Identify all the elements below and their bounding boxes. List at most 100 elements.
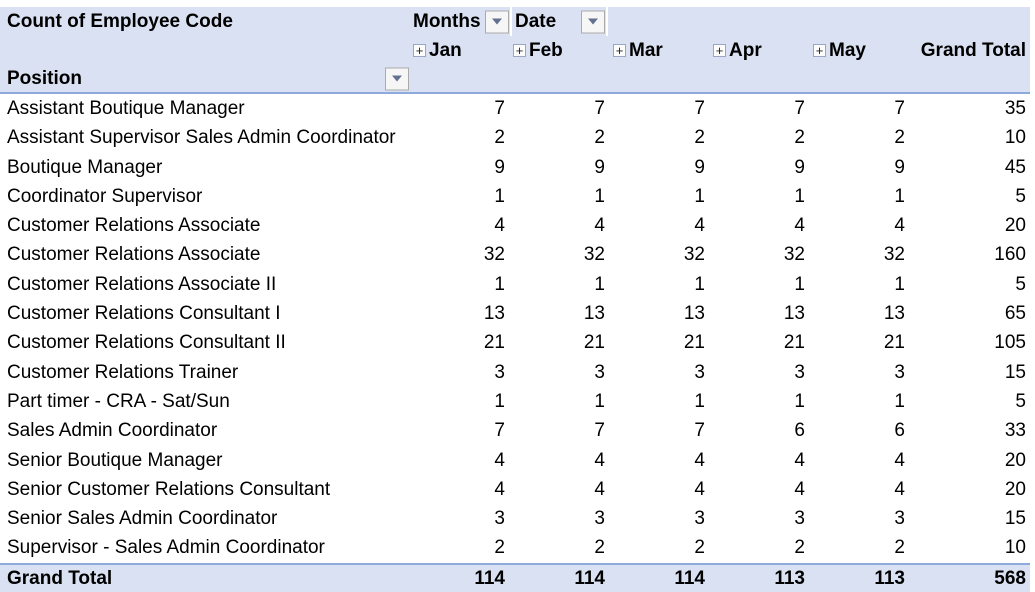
value-cell-jan[interactable]: 1 (494, 390, 505, 412)
value-cell-jan[interactable]: 13 (483, 303, 505, 325)
value-cell-may[interactable]: 4 (894, 478, 905, 500)
value-cell-mar[interactable]: 2 (694, 127, 705, 149)
grand-total-cell-may[interactable]: 113 (874, 567, 905, 589)
value-cell-feb[interactable]: 4 (594, 478, 605, 500)
date-filter-cell[interactable]: Date (512, 7, 606, 36)
value-cell-apr[interactable]: 1 (794, 390, 805, 412)
column-header-mar[interactable]: + Mar (610, 36, 710, 65)
position-cell[interactable]: Customer Relations Associate (7, 215, 261, 237)
value-cell-apr[interactable]: 4 (794, 478, 805, 500)
value-cell-grand-total[interactable]: 5 (1015, 273, 1026, 295)
position-cell[interactable]: Assistant Boutique Manager (7, 98, 245, 119)
expand-icon[interactable]: + (513, 44, 526, 57)
value-cell-feb[interactable]: 2 (594, 537, 605, 559)
value-cell-may[interactable]: 1 (894, 390, 905, 412)
value-cell-feb[interactable]: 3 (594, 361, 605, 383)
value-cell-apr[interactable]: 21 (783, 332, 805, 354)
value-cell-jan[interactable]: 7 (494, 98, 505, 119)
expand-icon[interactable]: + (413, 44, 426, 57)
months-filter-dropdown-icon[interactable] (485, 10, 509, 33)
expand-icon[interactable]: + (713, 44, 726, 57)
value-cell-grand-total[interactable]: 5 (1015, 390, 1026, 412)
value-cell-jan[interactable]: 4 (494, 449, 505, 471)
value-cell-grand-total[interactable]: 10 (1004, 537, 1026, 559)
value-cell-may[interactable]: 13 (883, 303, 905, 325)
value-cell-jan[interactable]: 4 (494, 215, 505, 237)
value-cell-mar[interactable]: 1 (694, 273, 705, 295)
grand-total-cell-mar[interactable]: 114 (674, 567, 705, 589)
value-cell-mar[interactable]: 32 (683, 244, 705, 266)
value-cell-mar[interactable]: 1 (694, 185, 705, 207)
value-cell-grand-total[interactable]: 35 (1004, 98, 1026, 119)
value-cell-grand-total[interactable]: 33 (1004, 420, 1026, 442)
value-cell-apr[interactable]: 3 (794, 361, 805, 383)
value-cell-grand-total[interactable]: 105 (994, 332, 1026, 354)
position-cell[interactable]: Senior Boutique Manager (7, 449, 223, 471)
value-cell-apr[interactable]: 4 (794, 215, 805, 237)
position-cell[interactable]: Part timer - CRA - Sat/Sun (7, 390, 230, 412)
value-cell-feb[interactable]: 7 (594, 98, 605, 119)
value-cell-mar[interactable]: 4 (694, 478, 705, 500)
date-filter-dropdown-icon[interactable] (581, 10, 605, 33)
value-cell-apr[interactable]: 1 (794, 273, 805, 295)
value-cell-jan[interactable]: 32 (483, 244, 505, 266)
value-cell-apr[interactable]: 2 (794, 127, 805, 149)
column-header-jan[interactable]: + Jan (410, 36, 510, 65)
value-cell-apr[interactable]: 13 (783, 303, 805, 325)
value-cell-jan[interactable]: 9 (494, 156, 505, 178)
value-cell-feb[interactable]: 1 (594, 185, 605, 207)
value-cell-feb[interactable]: 32 (583, 244, 605, 266)
value-cell-grand-total[interactable]: 160 (994, 244, 1026, 266)
empty-header-cell[interactable] (0, 36, 410, 65)
value-cell-grand-total[interactable]: 65 (1004, 303, 1026, 325)
grand-total-cell-total[interactable]: 568 (994, 567, 1026, 589)
column-header-may[interactable]: + May (810, 36, 910, 65)
position-cell[interactable]: Assistant Supervisor Sales Admin Coordin… (7, 127, 396, 149)
value-cell-jan[interactable]: 7 (494, 420, 505, 442)
value-cell-mar[interactable]: 7 (694, 98, 705, 119)
value-cell-feb[interactable]: 21 (583, 332, 605, 354)
value-cell-apr[interactable]: 1 (794, 185, 805, 207)
value-cell-mar[interactable]: 4 (694, 215, 705, 237)
grand-total-cell-apr[interactable]: 113 (774, 567, 805, 589)
value-cell-grand-total[interactable]: 45 (1004, 156, 1026, 178)
position-cell[interactable]: Customer Relations Consultant II (7, 332, 286, 354)
position-cell[interactable]: Boutique Manager (7, 156, 163, 178)
value-cell-apr[interactable]: 6 (794, 420, 805, 442)
position-cell[interactable]: Customer Relations Consultant I (7, 303, 281, 325)
value-cell-may[interactable]: 3 (894, 508, 905, 530)
value-cell-may[interactable]: 21 (883, 332, 905, 354)
value-cell-jan[interactable]: 4 (494, 478, 505, 500)
value-cell-feb[interactable]: 13 (583, 303, 605, 325)
value-cell-jan[interactable]: 2 (494, 537, 505, 559)
position-cell[interactable]: Supervisor - Sales Admin Coordinator (7, 537, 325, 559)
value-cell-may[interactable]: 7 (894, 98, 905, 119)
position-cell[interactable]: Senior Customer Relations Consultant (7, 478, 331, 500)
value-cell-apr[interactable]: 2 (794, 537, 805, 559)
value-cell-feb[interactable]: 1 (594, 273, 605, 295)
value-cell-mar[interactable]: 2 (694, 537, 705, 559)
value-cell-may[interactable]: 3 (894, 361, 905, 383)
pivot-title-cell[interactable]: Count of Employee Code (7, 11, 233, 32)
value-cell-jan[interactable]: 21 (483, 332, 505, 354)
value-cell-mar[interactable]: 4 (694, 449, 705, 471)
value-cell-mar[interactable]: 7 (694, 420, 705, 442)
value-cell-feb[interactable]: 1 (594, 390, 605, 412)
value-cell-may[interactable]: 2 (894, 127, 905, 149)
value-cell-may[interactable]: 1 (894, 185, 905, 207)
value-cell-grand-total[interactable]: 20 (1004, 478, 1026, 500)
value-cell-may[interactable]: 1 (894, 273, 905, 295)
value-cell-mar[interactable]: 1 (694, 390, 705, 412)
column-header-grand-total[interactable]: Grand Total (920, 40, 1026, 61)
value-cell-mar[interactable]: 13 (683, 303, 705, 325)
value-cell-apr[interactable]: 32 (783, 244, 805, 266)
expand-icon[interactable]: + (613, 44, 626, 57)
value-cell-grand-total[interactable]: 10 (1004, 127, 1026, 149)
value-cell-apr[interactable]: 3 (794, 508, 805, 530)
value-cell-mar[interactable]: 3 (694, 508, 705, 530)
column-header-apr[interactable]: + Apr (710, 36, 810, 65)
value-cell-jan[interactable]: 3 (494, 508, 505, 530)
value-cell-may[interactable]: 4 (894, 215, 905, 237)
value-cell-may[interactable]: 2 (894, 537, 905, 559)
position-cell[interactable]: Senior Sales Admin Coordinator (7, 508, 278, 530)
